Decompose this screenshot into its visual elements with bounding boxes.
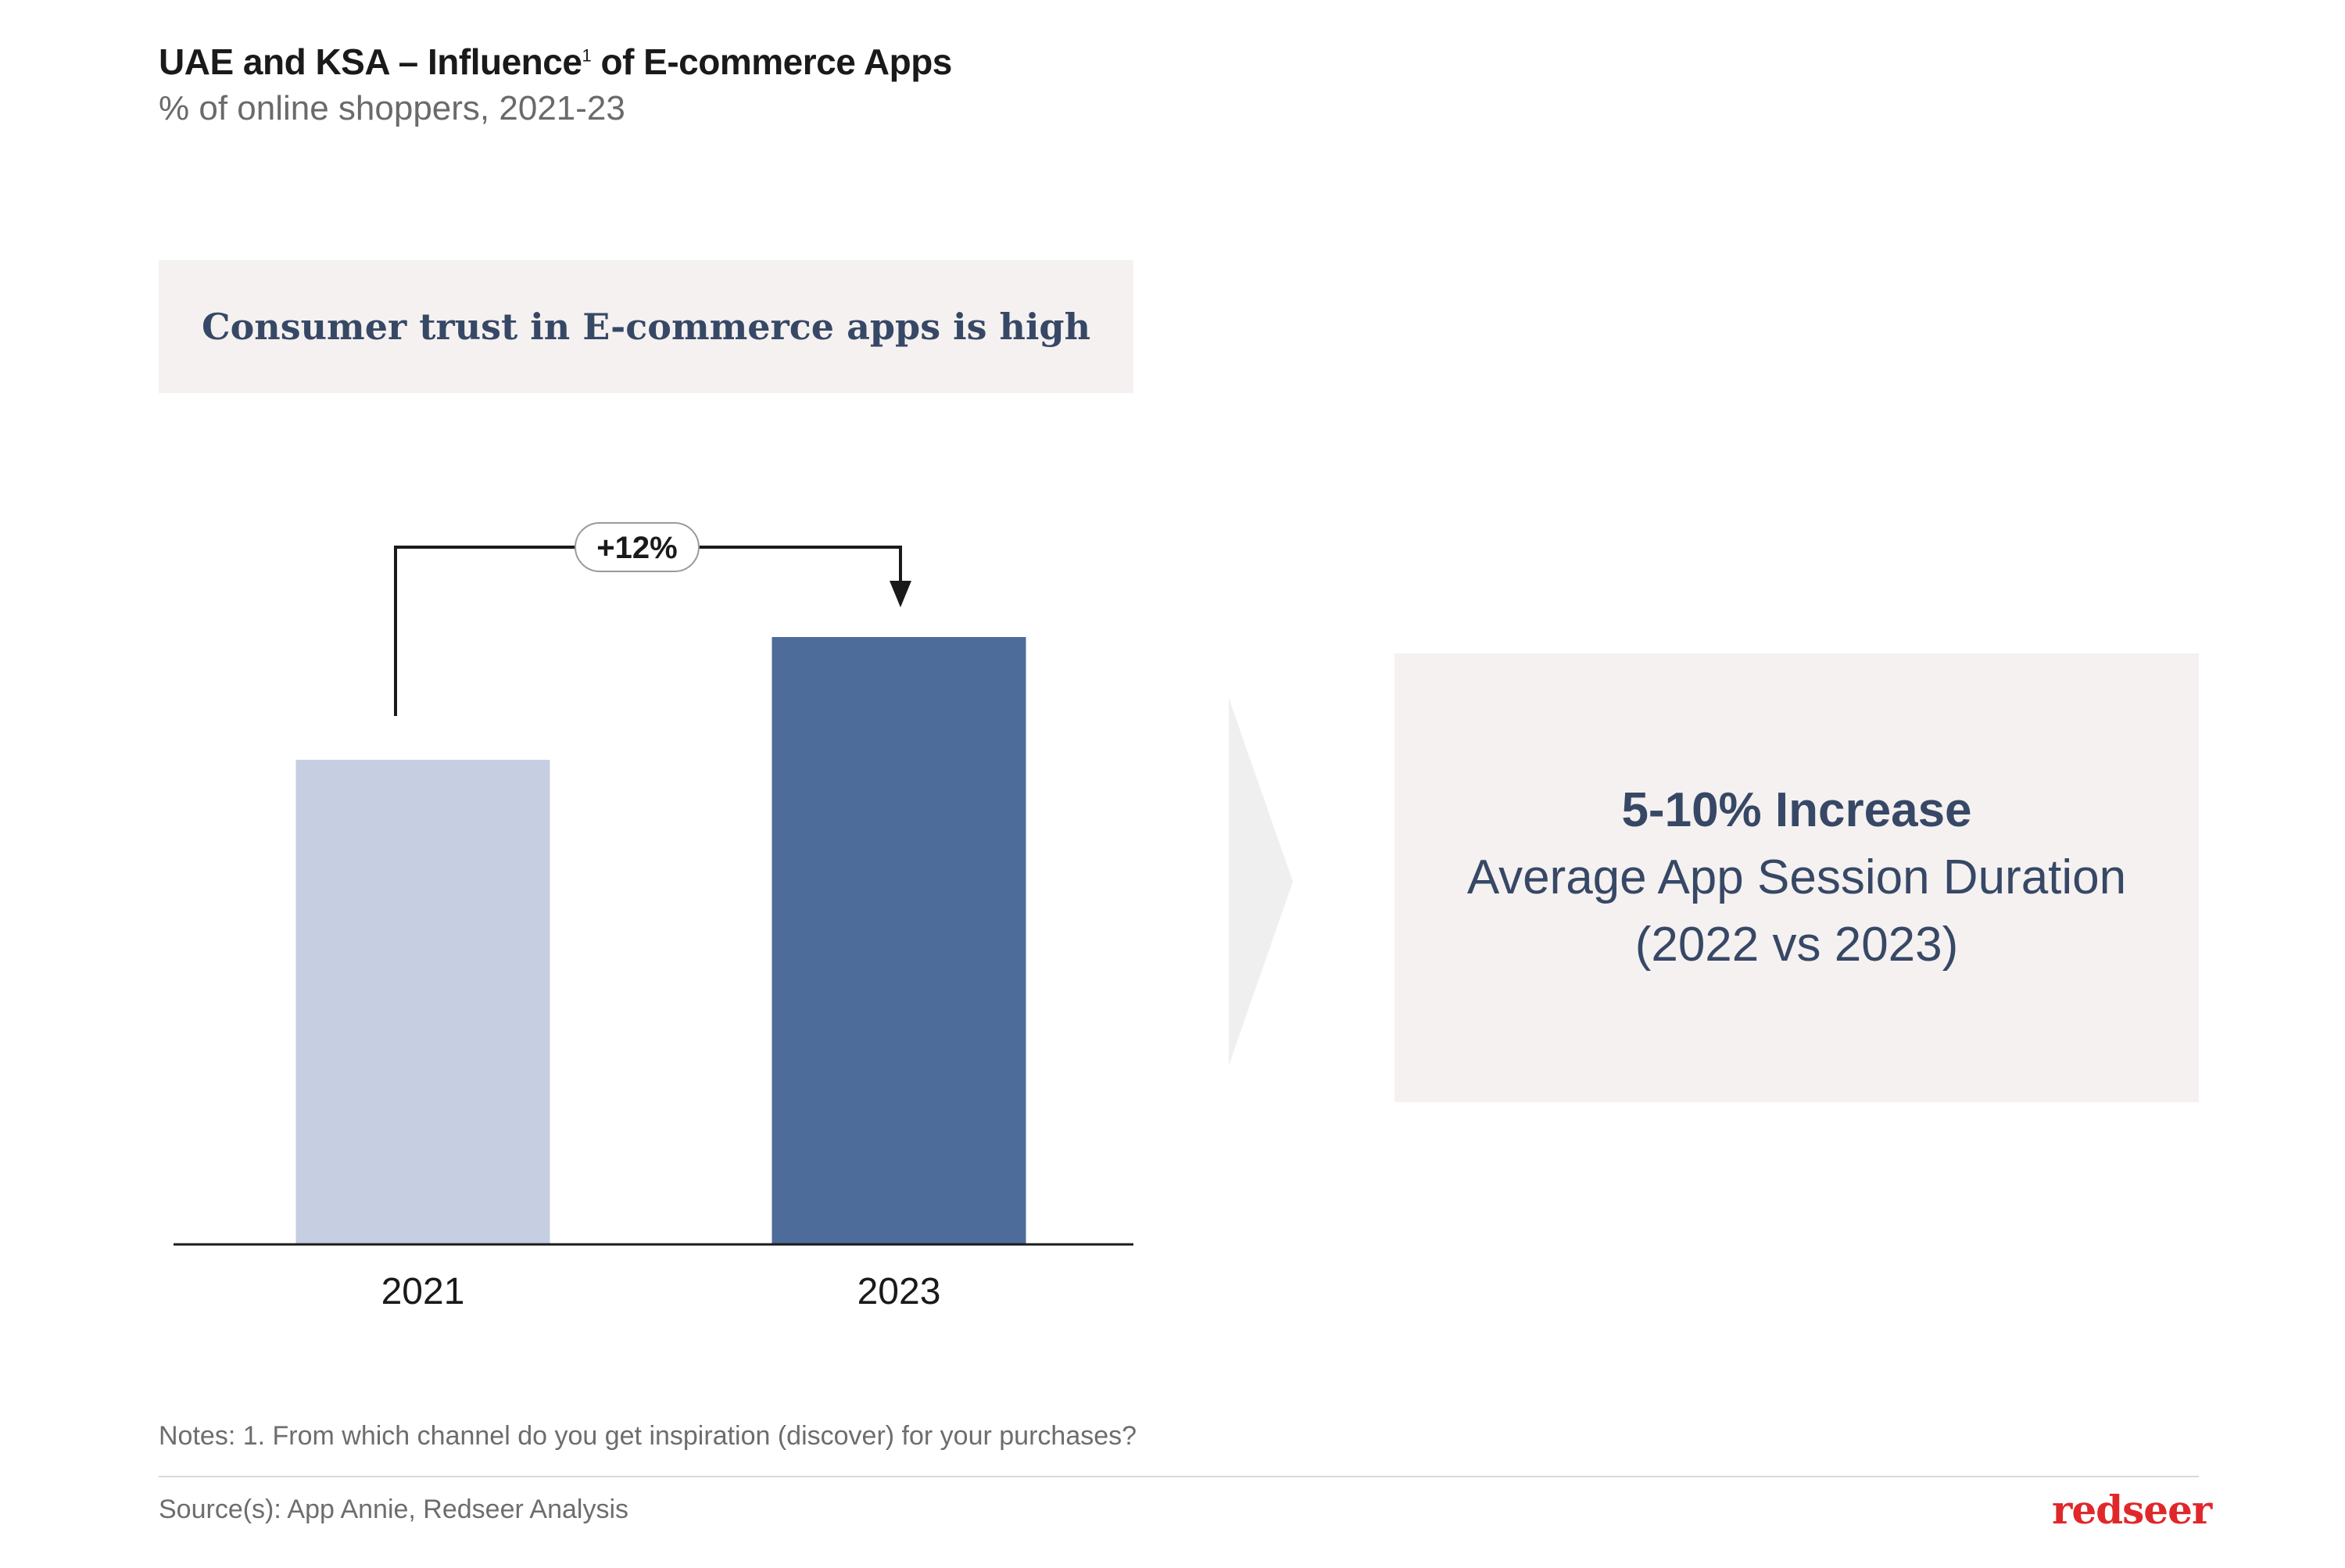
bars-layer: [295, 637, 1026, 1244]
bar-2023: [772, 637, 1026, 1244]
insight-banner-text: Consumer trust in E-commerce apps is hig…: [201, 306, 1091, 348]
growth-label: +12%: [596, 531, 677, 565]
chart-title-rest: of E-commerce Apps: [591, 41, 952, 82]
brand-logo: redseer: [2052, 1487, 2212, 1533]
session-duration-callout: 5-10% Increase Average App Session Durat…: [1394, 653, 2199, 1102]
growth-annotation: +12%: [394, 522, 911, 716]
chart-title: UAE and KSA – Influence1 of E-commerce A…: [159, 41, 952, 83]
callout-headline: 5-10% Increase: [1621, 783, 1972, 837]
chart-subtitle: % of online shoppers, 2021-23: [159, 89, 625, 127]
chart-title-text: UAE and KSA – Influence: [159, 41, 582, 82]
x-tick-label: 2023: [857, 1271, 941, 1312]
chevron-arrow-icon: [1229, 698, 1293, 1065]
footnote-marker: 1: [582, 45, 592, 66]
bar-2021: [295, 760, 550, 1244]
source-text: Source(s): App Annie, Redseer Analysis: [159, 1495, 628, 1524]
insight-banner: Consumer trust in E-commerce apps is hig…: [159, 260, 1133, 393]
footnote-text: Notes: 1. From which channel do you get …: [159, 1421, 1137, 1451]
arrow-down-icon: [890, 581, 911, 607]
callout-period: (2022 vs 2023): [1634, 918, 1959, 972]
growth-pill: [575, 522, 700, 572]
x-tick-label: 2021: [381, 1271, 465, 1312]
ticks-layer: 2021 2023: [381, 1271, 941, 1312]
footer-divider: [159, 1476, 2199, 1477]
callout-metric: Average App Session Duration: [1466, 850, 2127, 904]
